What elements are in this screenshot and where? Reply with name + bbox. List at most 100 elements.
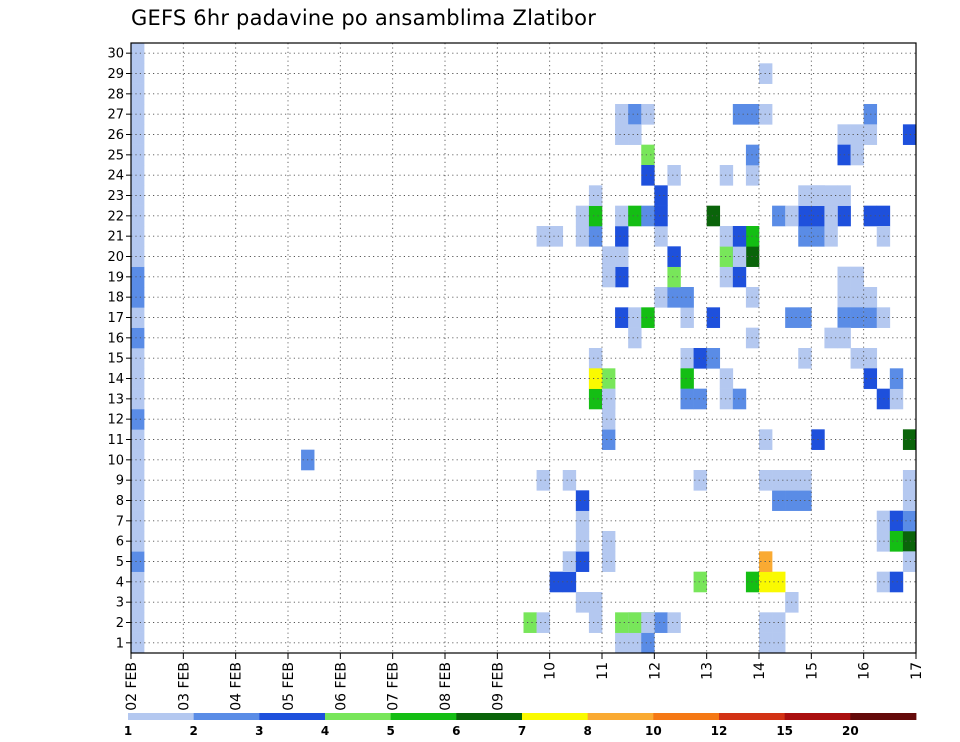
colorbar-tick-label: 12 — [711, 724, 728, 738]
heatmap-cell — [615, 612, 629, 633]
heatmap-cell — [732, 388, 747, 410]
colorbar-tick-label: 4 — [321, 724, 329, 738]
x-tick-label: 15 — [804, 662, 820, 680]
heatmap-cell — [131, 104, 145, 125]
heatmap-cell — [131, 632, 145, 654]
heatmap-cell — [732, 104, 747, 125]
y-tick-label: 10 — [107, 453, 124, 468]
y-axis: 1234567891011121314151617181920212223242… — [107, 47, 131, 651]
x-tick-label: 05 FEB — [281, 662, 297, 711]
heatmap-cell — [641, 307, 655, 328]
heatmap-cell — [719, 368, 734, 389]
y-tick-label: 8 — [116, 494, 124, 509]
heatmap-cell — [536, 470, 550, 491]
heatmap-cell — [732, 226, 747, 247]
heatmap-cell — [719, 266, 734, 288]
heatmap-cell — [131, 388, 145, 410]
chart-title: GEFS 6hr padavine po ansamblima Zlatibor — [131, 6, 597, 30]
y-tick-label: 2 — [116, 616, 124, 631]
heatmap-cell — [602, 266, 616, 288]
heatmap-cell — [902, 551, 917, 572]
y-tick-label: 19 — [107, 270, 124, 285]
heatmap-cell — [667, 287, 681, 308]
heatmap-cell — [889, 368, 904, 389]
y-tick-label: 4 — [116, 575, 124, 590]
heatmap-cell — [562, 551, 577, 572]
y-tick-label: 30 — [107, 47, 124, 62]
heatmap-cell — [602, 409, 616, 430]
y-tick-label: 26 — [107, 128, 124, 143]
y-tick-label: 11 — [107, 433, 124, 448]
heatmap-cell — [719, 165, 734, 186]
heatmap-cell — [745, 104, 760, 125]
y-tick-label: 16 — [107, 331, 124, 346]
heatmap-cell — [641, 632, 655, 654]
heatmap-cell — [615, 307, 629, 328]
heatmap-cell — [131, 124, 145, 145]
colorbar-segment — [719, 713, 786, 720]
x-tick-label: 06 FEB — [333, 662, 349, 711]
heatmap-cell — [602, 429, 616, 450]
heatmap-cell — [131, 287, 145, 308]
heatmap-cell — [575, 226, 590, 247]
colorbar-segment — [522, 713, 589, 720]
heatmap-cell — [902, 510, 917, 532]
y-tick-label: 25 — [107, 148, 124, 163]
y-tick-label: 6 — [116, 535, 124, 550]
colorbar: 1 2 3 4 5 6 7 8 10 12 15 20 — [124, 713, 917, 738]
heatmap-cell — [575, 205, 590, 227]
heatmap-cell — [131, 531, 145, 552]
heatmap-cell — [131, 83, 145, 105]
colorbar-segment — [784, 713, 851, 720]
heatmap-cell — [588, 368, 603, 389]
heatmap-cell — [889, 510, 904, 532]
heatmap-cell — [693, 571, 707, 593]
y-tick-label: 1 — [116, 636, 124, 651]
heatmap-cell — [654, 185, 668, 206]
heatmap-cell — [131, 205, 145, 227]
y-tick-label: 15 — [107, 352, 124, 367]
heatmap-cell — [667, 266, 681, 288]
y-tick-label: 21 — [107, 230, 124, 245]
y-tick-label: 24 — [107, 169, 124, 184]
heatmap-cell — [131, 144, 145, 166]
heatmap-cell — [732, 246, 747, 267]
heatmap-cell — [902, 490, 917, 511]
heatmap-cell — [575, 531, 590, 552]
colorbar-tick-label: 6 — [452, 724, 460, 738]
heatmap-cell — [902, 531, 917, 552]
colorbar-tick-label: 5 — [386, 724, 394, 738]
x-tick-label: 13 — [700, 662, 716, 680]
heatmap-cell — [131, 470, 145, 491]
heatmap-cell — [131, 551, 145, 572]
colorbar-segment — [325, 713, 392, 720]
x-tick-label: 11 — [595, 662, 611, 680]
heatmap-cell — [588, 226, 603, 247]
y-tick-label: 20 — [107, 250, 124, 265]
heatmap-cell — [131, 266, 145, 288]
heatmap-cell — [719, 226, 734, 247]
heatmap-cell — [745, 327, 760, 349]
grid-lines — [131, 43, 916, 653]
heatmap-cell — [745, 165, 760, 186]
heatmap-cell — [667, 612, 681, 633]
heatmap-cell — [745, 246, 760, 267]
heatmap-cell — [628, 124, 642, 145]
heatmap-cell — [628, 327, 642, 349]
y-tick-label: 3 — [116, 596, 124, 611]
heatmap-cell — [536, 226, 550, 247]
heatmap-cell — [641, 104, 655, 125]
x-tick-label: 02 FEB — [124, 662, 140, 711]
heatmap-cell — [641, 144, 655, 166]
heatmap-cell — [131, 510, 145, 532]
heatmap-cell — [615, 226, 629, 247]
heatmap-cell — [719, 388, 734, 410]
heatmap-cell — [131, 43, 145, 64]
colorbar-tick-label: 8 — [583, 724, 591, 738]
heatmap-cell — [693, 470, 707, 491]
heatmap-cell — [549, 571, 564, 593]
colorbar-tick-label: 7 — [518, 724, 526, 738]
heatmap-cell — [588, 592, 603, 613]
heatmap-cell — [575, 510, 590, 532]
x-tick-label: 12 — [647, 662, 663, 680]
